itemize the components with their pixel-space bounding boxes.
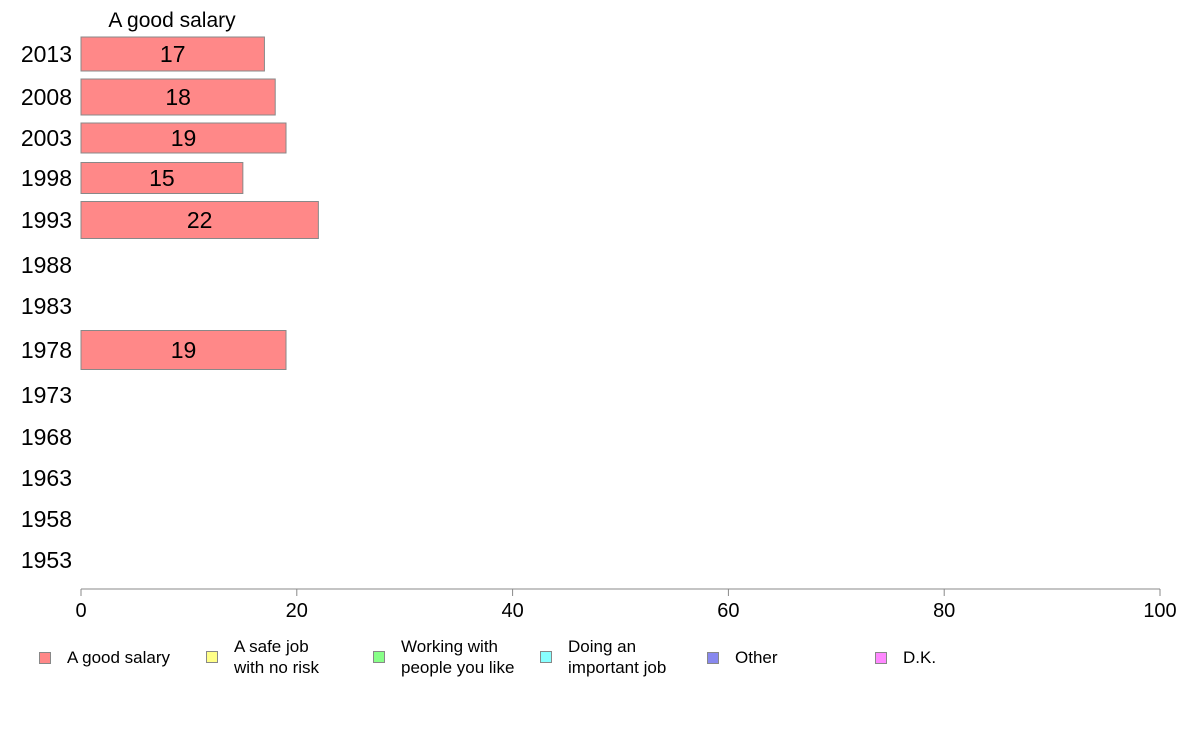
legend-swatch xyxy=(875,651,887,664)
bar xyxy=(80,122,287,154)
legend-swatch xyxy=(206,651,218,663)
legend-label: D.K. xyxy=(903,648,937,667)
bar-value-label: 17 xyxy=(160,41,186,67)
year-label: 1973 xyxy=(21,382,72,408)
bar-data-labels: 17 18 19 15 22 19 xyxy=(149,41,212,363)
bar-value-label: 18 xyxy=(165,84,191,110)
legend-swatch xyxy=(373,651,385,663)
legend-item: D.K. xyxy=(875,647,936,668)
year-label: 1988 xyxy=(21,252,72,278)
year-axis-labels: 2013 2008 2003 1998 1993 1988 1983 1978 1973 1968… xyxy=(21,41,72,573)
bar-chart: A good salary 2013 2008 2003 1998 1993 1988 19… xyxy=(21,9,1177,622)
year-label: 1953 xyxy=(21,547,72,573)
x-tick-label: 0 xyxy=(75,600,86,622)
bar-value-label: 19 xyxy=(171,337,197,363)
legend-item: Other xyxy=(707,647,778,668)
legend-label: A safe job with no risk xyxy=(234,637,320,677)
legend-item: Working with people you like xyxy=(373,636,514,678)
year-label: 1968 xyxy=(21,424,72,450)
chart-legend: A good salary A safe job with no risk Work… xyxy=(0,636,1188,696)
x-tick-label: 20 xyxy=(286,600,308,622)
x-tick-label: 100 xyxy=(1143,600,1176,622)
year-label: 2013 xyxy=(21,41,72,67)
legend-item: A safe job with no risk xyxy=(206,636,319,678)
bar-value-label: 15 xyxy=(149,165,175,191)
legend-label: A good salary xyxy=(67,648,171,667)
chart-title: A good salary xyxy=(108,9,236,32)
x-axis: 0 20 40 60 80 100 xyxy=(75,588,1177,622)
legend-swatch xyxy=(540,651,552,663)
x-tick-label: 60 xyxy=(717,600,739,622)
year-label: 1978 xyxy=(21,337,72,363)
bar-value-label: 19 xyxy=(171,125,197,151)
year-label: 1998 xyxy=(21,165,72,191)
year-label: 1983 xyxy=(21,293,72,319)
bar-series xyxy=(80,36,319,370)
legend-label: Other xyxy=(735,648,778,667)
year-label: 1958 xyxy=(21,506,72,532)
legend-label: Working with people you like xyxy=(401,637,515,677)
bar xyxy=(80,36,265,72)
x-tick-label: 40 xyxy=(501,600,523,622)
x-tick-label: 80 xyxy=(933,600,955,622)
bar xyxy=(80,201,319,239)
legend-swatch xyxy=(39,651,51,664)
legend-label: Doing an important job xyxy=(568,637,667,677)
bar xyxy=(80,78,276,116)
legend-swatch xyxy=(707,651,719,664)
legend-item: A good salary xyxy=(39,647,170,668)
bar-value-label: 22 xyxy=(187,207,213,233)
year-label: 2003 xyxy=(21,125,72,151)
bar xyxy=(80,162,244,194)
year-label: 1993 xyxy=(21,207,72,233)
legend-item: Doing an important job xyxy=(540,636,666,678)
year-label: 1963 xyxy=(21,465,72,491)
year-label: 2008 xyxy=(21,84,72,110)
bar xyxy=(80,330,287,370)
